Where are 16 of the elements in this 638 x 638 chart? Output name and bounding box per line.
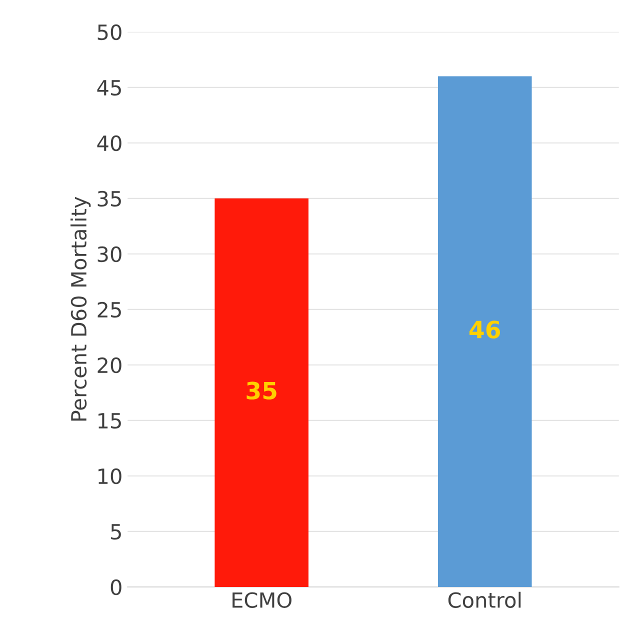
y-tick-label: 15 (98, 413, 121, 429)
y-tick-label: 20 (98, 357, 122, 374)
x-tick-label: ECMO (232, 592, 292, 608)
y-tick-label: 35 (98, 190, 121, 207)
y-tick-label: 0 (110, 579, 122, 596)
y-axis-title: Percent D60 Mortality (70, 196, 91, 421)
y-tick-label: 45 (97, 80, 121, 96)
y-tick-label: 25 (98, 302, 121, 318)
data-label: 46 (470, 320, 500, 338)
y-tick-label: 50 (98, 24, 122, 40)
y-tick-label: 10 (98, 468, 122, 484)
y-tick-label: 30 (98, 246, 122, 262)
y-tick-label: 40 (97, 135, 122, 152)
data-label: 35 (246, 382, 276, 400)
y-tick-label: 5 (111, 524, 121, 540)
x-tick-label: Control (448, 592, 521, 608)
